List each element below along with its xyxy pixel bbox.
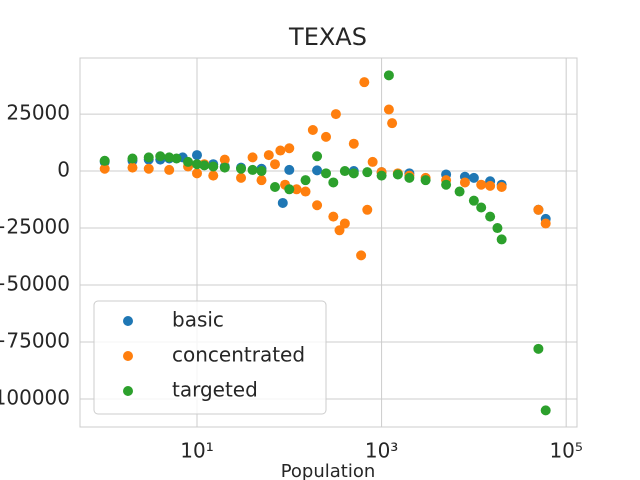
point: [171, 153, 182, 164]
x-tick-label: 10¹: [180, 439, 213, 463]
point: [164, 164, 175, 175]
point: [334, 225, 345, 236]
point: [485, 211, 496, 222]
point: [277, 197, 288, 208]
legend-marker: [123, 351, 133, 361]
point: [496, 182, 507, 193]
point: [127, 162, 138, 173]
point: [330, 109, 341, 120]
point: [359, 77, 370, 88]
point: [454, 186, 465, 197]
y-tick-label: −50000: [0, 272, 70, 296]
point: [269, 182, 280, 193]
point: [300, 175, 311, 186]
point: [367, 156, 378, 167]
point: [99, 155, 110, 166]
point: [339, 218, 350, 229]
point: [155, 151, 166, 162]
point: [356, 250, 367, 261]
point: [362, 204, 373, 215]
point: [492, 223, 503, 234]
legend-box: [93, 300, 327, 415]
point: [247, 152, 258, 163]
point: [383, 104, 394, 115]
legend-marker: [123, 386, 133, 396]
point: [256, 175, 267, 186]
legend: basic concentrated targeted: [93, 300, 327, 415]
point: [441, 179, 452, 190]
x-tick-label: 10⁵: [549, 439, 582, 463]
point: [476, 179, 487, 190]
point: [468, 195, 479, 206]
point: [362, 167, 373, 178]
legend-label: basic: [172, 308, 224, 332]
point: [339, 166, 350, 177]
point: [540, 405, 551, 416]
point: [247, 164, 258, 175]
point: [496, 234, 507, 245]
point: [143, 163, 154, 174]
point: [328, 211, 339, 222]
point: [269, 159, 280, 170]
point: [199, 160, 210, 171]
point: [219, 162, 230, 173]
point: [284, 143, 295, 154]
point: [236, 163, 247, 174]
legend-label: targeted: [172, 378, 258, 402]
point: [476, 202, 487, 213]
point: [284, 184, 295, 195]
point: [533, 204, 544, 215]
point: [291, 184, 302, 195]
point: [404, 172, 415, 183]
point: [191, 150, 202, 161]
point: [376, 170, 387, 181]
point: [300, 186, 311, 197]
point: [533, 343, 544, 354]
point: [321, 131, 332, 142]
y-tick-label: 25000: [6, 101, 70, 125]
point: [348, 168, 359, 179]
point: [263, 150, 274, 161]
y-tick-label: −75000: [0, 328, 70, 352]
x-tick-label: 10³: [365, 439, 398, 463]
point: [312, 165, 323, 176]
point: [328, 177, 339, 188]
point: [420, 175, 431, 186]
point: [127, 153, 138, 164]
point: [307, 125, 318, 136]
point: [236, 172, 247, 183]
point: [208, 170, 219, 181]
legend-marker: [123, 316, 133, 326]
chart-title: TEXAS: [288, 23, 367, 51]
point: [321, 168, 332, 179]
point: [348, 138, 359, 149]
point: [256, 166, 267, 177]
point: [275, 145, 286, 156]
point: [219, 154, 230, 165]
point: [143, 152, 154, 163]
y-tick-label: 0: [57, 158, 70, 182]
point: [191, 168, 202, 179]
point: [312, 200, 323, 211]
point: [383, 70, 394, 81]
point: [485, 180, 496, 191]
point: [312, 151, 323, 162]
point: [540, 218, 551, 229]
point: [459, 177, 470, 188]
point: [468, 172, 479, 183]
point: [284, 164, 295, 175]
point: [387, 118, 398, 129]
y-tick-label: −100000: [0, 385, 70, 409]
point: [392, 169, 403, 180]
point: [183, 156, 194, 167]
y-tick-label: −25000: [0, 215, 70, 239]
point: [99, 163, 110, 174]
point: [208, 161, 219, 172]
legend-label: concentrated: [172, 343, 305, 367]
x-axis-label: Population: [281, 461, 376, 480]
